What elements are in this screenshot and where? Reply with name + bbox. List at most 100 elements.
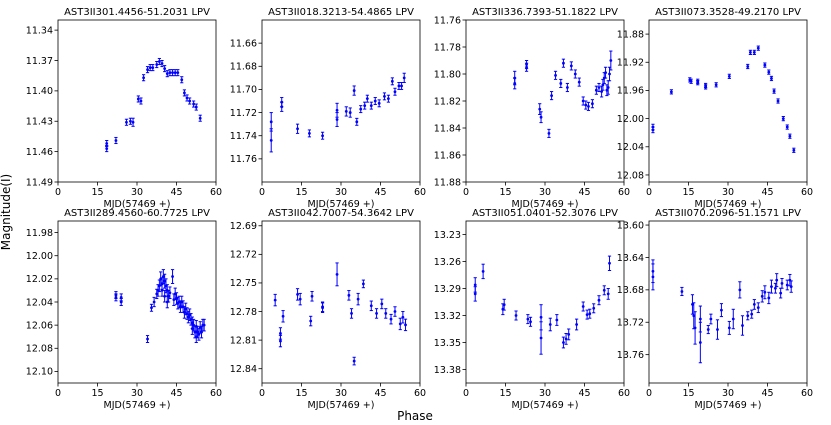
point-marker: [776, 99, 780, 103]
panel-title: AST3II301.4456-51.2031 LPV: [64, 7, 210, 18]
data-point: [606, 288, 610, 300]
point-marker: [380, 302, 384, 306]
point-marker: [390, 79, 394, 83]
point-marker: [792, 148, 796, 152]
point-marker: [680, 290, 684, 293]
point-marker: [727, 74, 731, 78]
data-point: [752, 299, 756, 310]
y-tick-label: 11.68: [230, 62, 257, 73]
point-marker: [584, 103, 588, 107]
data-point: [769, 75, 774, 82]
data-point: [756, 45, 760, 51]
data-point: [581, 96, 585, 106]
data-point: [714, 82, 718, 88]
data-point: [706, 324, 710, 335]
x-tick-label: 45: [578, 187, 590, 198]
point-marker: [756, 46, 760, 50]
point-marker: [150, 306, 153, 310]
data-point: [689, 78, 693, 84]
point-marker: [564, 337, 568, 341]
point-marker: [183, 91, 186, 95]
x-tick-label: 0: [259, 187, 265, 198]
x-tick-label: 30: [722, 187, 734, 198]
point-marker: [738, 288, 742, 292]
point-marker: [119, 300, 123, 304]
point-marker: [404, 323, 407, 327]
point-marker: [785, 283, 789, 287]
data-point: [609, 50, 613, 71]
x-tick-label: 0: [55, 388, 61, 399]
point-marker: [752, 51, 756, 54]
point-marker: [562, 341, 565, 344]
data-point: [573, 69, 577, 79]
panel-title: AST3II073.3528-49.2170 LPV: [655, 7, 801, 18]
data-point: [792, 147, 796, 153]
data-point: [586, 101, 591, 111]
point-marker: [335, 118, 339, 121]
panel-title: AST3II018.3213-54.4865 LPV: [268, 7, 414, 18]
y-tick-label: 11.49: [26, 177, 53, 188]
point-marker: [377, 101, 381, 105]
point-marker: [105, 147, 109, 150]
point-marker: [716, 328, 719, 331]
data-point: [549, 91, 554, 101]
data-point: [157, 279, 161, 293]
point-marker: [562, 61, 565, 65]
data-point: [136, 95, 140, 103]
y-tick-label: 13.68: [617, 285, 644, 296]
data-point: [398, 317, 402, 331]
y-tick-label: 11.96: [617, 86, 644, 97]
point-marker: [573, 72, 577, 76]
point-marker: [347, 293, 351, 297]
point-marker: [597, 298, 601, 302]
point-marker: [600, 90, 604, 93]
point-marker: [129, 119, 132, 123]
point-marker: [186, 315, 190, 319]
x-tick-label: 30: [335, 388, 347, 399]
data-point: [188, 97, 192, 105]
point-marker: [401, 315, 405, 319]
data-point: [393, 87, 397, 96]
data-point: [698, 321, 702, 364]
data-point: [344, 106, 348, 117]
y-tick-label: 11.76: [230, 154, 257, 165]
point-marker: [789, 285, 793, 289]
data-point: [192, 100, 196, 108]
data-point: [526, 314, 530, 325]
data-point: [145, 66, 150, 74]
data-point: [373, 97, 377, 105]
data-point: [124, 118, 129, 126]
data-point: [278, 334, 283, 348]
y-tick-label: 12.75: [230, 278, 257, 289]
point-marker: [167, 294, 171, 298]
data-point: [160, 284, 164, 297]
point-marker: [473, 292, 477, 296]
data-point: [669, 89, 673, 95]
data-point: [160, 60, 164, 68]
point-marker: [779, 291, 783, 295]
point-marker: [581, 305, 585, 308]
data-point: [114, 136, 118, 145]
point-marker: [269, 120, 273, 124]
data-point: [597, 82, 601, 93]
point-marker: [402, 76, 406, 80]
data-point: [202, 318, 206, 332]
point-marker: [746, 65, 750, 68]
data-point: [752, 49, 756, 56]
data-point: [502, 298, 506, 311]
point-marker: [539, 315, 543, 319]
y-tick-label: 12.72: [230, 250, 257, 261]
x-tick-label: 15: [91, 187, 103, 198]
data-point: [567, 328, 571, 341]
point-marker: [539, 336, 543, 340]
data-point: [693, 311, 697, 345]
point-marker: [770, 77, 773, 80]
point-marker: [608, 72, 611, 76]
data-point: [513, 77, 517, 90]
x-tick-label: 0: [646, 388, 652, 399]
point-marker: [788, 134, 792, 138]
data-point: [776, 98, 780, 104]
point-marker: [375, 312, 378, 315]
point-marker: [602, 288, 606, 292]
point-marker: [727, 326, 731, 330]
